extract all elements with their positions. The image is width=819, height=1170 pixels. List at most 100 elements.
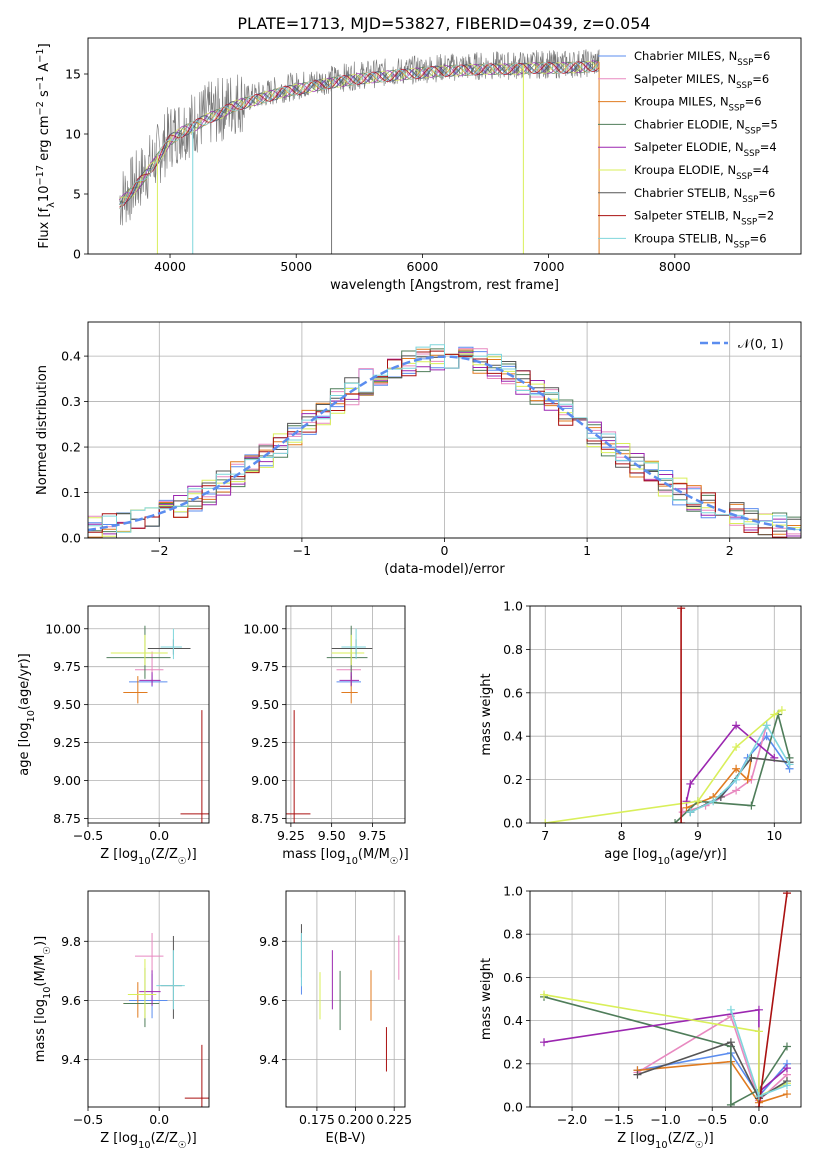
data-point-marker (754, 1092, 763, 1101)
data-point-marker (782, 1090, 791, 1099)
y-tick-label: 9.6 (259, 993, 279, 1008)
y-tick-label: 9.4 (61, 1052, 81, 1067)
x-axis-label: Z [log10(Z/Z☉)] (617, 1131, 714, 1151)
series-line (637, 1015, 788, 1102)
x-tick-label: 7000 (533, 259, 565, 274)
data-point-marker (754, 1005, 763, 1014)
legend-entry: Kroupa MILES, NSSP=6 (634, 95, 762, 114)
axes-frame (285, 605, 406, 824)
y-axis-label: Flux [fλ10−17 erg cm−2 s−1 A−1] (35, 43, 57, 248)
data-point-marker (732, 764, 741, 773)
y-tick-label: 0.3 (61, 394, 81, 409)
y-tick-label: 10.00 (243, 621, 279, 636)
data-point-marker (732, 743, 741, 752)
series-line (637, 1041, 788, 1100)
legend: 𝒩(0, 1) (700, 336, 784, 351)
x-axis-label: E(B-V) (325, 1131, 365, 1146)
x-tick-label: 9.50 (318, 828, 346, 843)
y-tick-label: 0.6 (503, 970, 523, 985)
x-tick-label: 7 (541, 828, 549, 843)
data-point-marker (747, 801, 756, 810)
series-line (685, 724, 775, 802)
data-point-marker (732, 721, 741, 730)
model-spectrum-line (119, 60, 600, 201)
y-tick-label: 0.6 (503, 685, 523, 700)
x-tick-label: −0.5 (73, 1112, 103, 1127)
x-tick-label: −2.0 (557, 1112, 587, 1127)
data-point-marker (785, 760, 794, 769)
y-tick-label: 8.75 (251, 811, 279, 826)
x-tick-label: 6000 (407, 259, 439, 274)
x-tick-label: −2 (150, 543, 168, 558)
plot-area (541, 606, 794, 823)
model-spectrum-line (119, 61, 600, 209)
data-point-marker (743, 775, 752, 784)
data-point-marker (541, 819, 550, 823)
panel-mass-weight-vs-age: 7 8 9 10 0.0 0.2 0.4 0.6 0.8 1.0 age [log10(age/yr… (479, 599, 802, 867)
panel-residuals: −2 −1 0 1 2 0.0 0.1 0.2 0.3 0.4 (data-model)/error… (35, 321, 802, 577)
y-tick-label: 0 (73, 247, 81, 262)
legend-entry: Chabrier ELODIE, NSSP=5 (634, 117, 778, 136)
x-tick-label: 4000 (154, 259, 186, 274)
model-spectrum-line (119, 61, 600, 208)
data-point-marker (686, 779, 695, 788)
data-point-marker (732, 786, 741, 795)
plot-area (286, 625, 373, 823)
legend-entry: Kroupa ELODIE, NSSP=4 (634, 163, 769, 182)
y-tick-label: 15 (65, 67, 81, 82)
series-line (545, 709, 783, 823)
axes-frame (87, 890, 210, 1108)
y-tick-label: 9.8 (259, 934, 279, 949)
y-axis-label: mass weight (479, 673, 494, 755)
plot-area (300, 924, 400, 1072)
y-tick-label: 9.8 (61, 934, 81, 949)
y-tick-label: 0.1 (61, 485, 81, 500)
y-tick-label: 10 (65, 127, 81, 142)
y-tick-label: 0.8 (503, 927, 523, 942)
legend: Chabrier MILES, NSSP=6 Salpeter MILES, NS… (598, 49, 778, 250)
histogram-step (88, 352, 801, 537)
data-point-marker (709, 797, 718, 806)
y-tick-label: 0.2 (503, 1056, 523, 1071)
panel-age-vs-mass: 9.25 9.50 9.75 8.75 9.00 9.25 9.50 9.75 10.00 mas… (243, 605, 409, 867)
x-tick-label: 9.75 (358, 828, 386, 843)
y-tick-label: 0.4 (61, 349, 81, 364)
y-tick-label: 0.0 (503, 1100, 523, 1115)
panel-mass-weight-vs-Z: −2.0 −1.5 −1.0 −0.5 0.0 0.0 0.2 0.4 0.6 0.8 1.0 Z [… (479, 884, 802, 1151)
y-tick-label: 0.0 (503, 816, 523, 831)
x-tick-label: 0.225 (376, 1112, 412, 1127)
axes-frame (529, 605, 802, 824)
x-tick-label: −1.5 (604, 1112, 634, 1127)
y-tick-label: 1.0 (503, 599, 523, 614)
data-point-marker (732, 775, 741, 784)
series-line (686, 757, 753, 809)
x-tick-label: 10 (766, 828, 782, 843)
x-tick-label: 5000 (280, 259, 312, 274)
legend-entry: Salpeter MILES, NSSP=6 (634, 72, 769, 91)
axes-frame (87, 605, 210, 824)
plot-area (88, 344, 801, 538)
figure-title: PLATE=1713, MJD=53827, FIBERID=0439, z=0… (237, 14, 650, 33)
axes-frame (285, 890, 406, 1108)
plot-area (106, 625, 209, 823)
y-tick-label: 10.00 (45, 621, 81, 636)
y-tick-label: 0.2 (61, 440, 81, 455)
x-tick-label: 9 (694, 828, 702, 843)
legend-entry: Chabrier MILES, NSSP=6 (634, 49, 770, 68)
axes-frame (529, 890, 802, 1108)
data-point-marker (782, 1042, 791, 1051)
y-tick-label: 9.75 (53, 659, 81, 674)
y-tick-label: 9.50 (53, 697, 81, 712)
x-tick-label: 0 (441, 543, 449, 558)
y-tick-label: 9.00 (251, 773, 279, 788)
spectrum-data (119, 49, 600, 226)
data-point-marker (633, 1070, 642, 1079)
plot-area (119, 49, 600, 254)
x-axis-label: mass [log10(M/M☉)] (282, 847, 408, 867)
data-point-marker (726, 1038, 735, 1047)
legend-entry: 𝒩(0, 1) (738, 336, 784, 351)
y-tick-label: 0.2 (503, 772, 523, 787)
y-tick-label: 9.75 (251, 659, 279, 674)
data-point-marker (540, 1038, 549, 1047)
